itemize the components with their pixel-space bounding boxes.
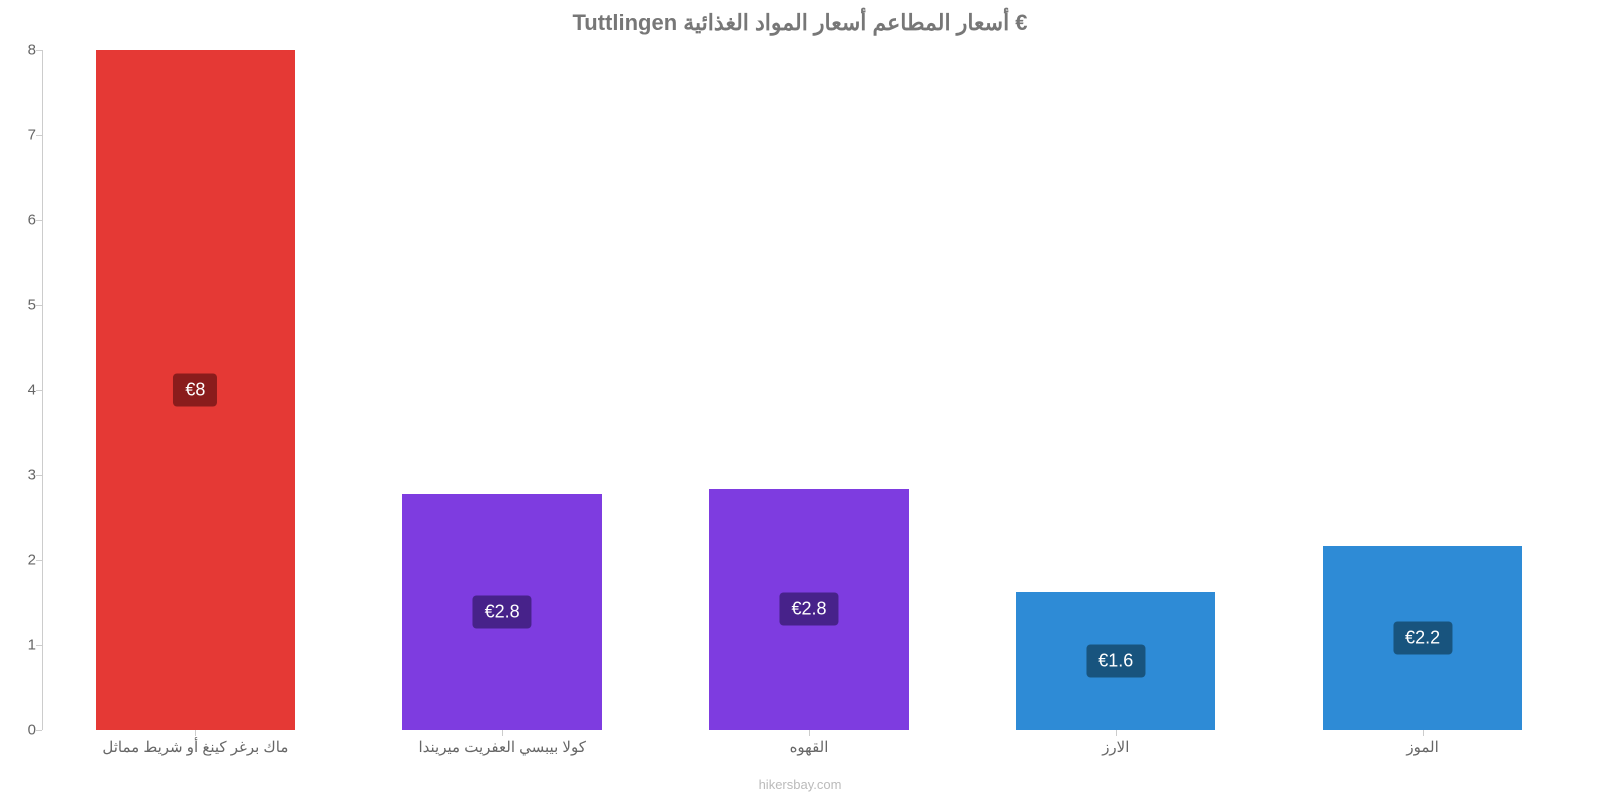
bar-group: €2.8 [349, 50, 656, 730]
bar: €1.6 [1016, 592, 1215, 730]
bar: €2.2 [1323, 546, 1522, 730]
x-axis-label: ماك برغر كينغ أو شريط مماثل [102, 738, 288, 756]
bar: €2.8 [402, 494, 601, 730]
x-tick-mark [195, 730, 196, 736]
y-tick-label: 0 [0, 722, 36, 739]
x-tick-mark [1423, 730, 1424, 736]
y-tick-label: 4 [0, 382, 36, 399]
x-axis-label: القهوه [790, 738, 829, 756]
chart-container: € أسعار المطاعم أسعار المواد الغذائية Tu… [0, 0, 1600, 800]
bar-data-label: €1.6 [1086, 645, 1145, 678]
bar-group: €1.6 [962, 50, 1269, 730]
x-tick-mark [1116, 730, 1117, 736]
y-tick-label: 3 [0, 467, 36, 484]
bar-data-label: €2.8 [473, 595, 532, 628]
bar-data-label: €2.8 [779, 593, 838, 626]
y-tick-label: 6 [0, 212, 36, 229]
x-tick-mark [809, 730, 810, 736]
bar: €8 [96, 50, 295, 730]
y-tick-label: 5 [0, 297, 36, 314]
x-tick-mark [502, 730, 503, 736]
y-tick-label: 1 [0, 637, 36, 654]
bars-container: €8 €2.8 €2.8 €1.6 €2.2 [42, 50, 1576, 730]
watermark: hikersbay.com [0, 777, 1600, 792]
y-tick-mark [36, 730, 42, 731]
bar-data-label: €8 [173, 374, 217, 407]
x-axis-label: الارز [1102, 738, 1129, 756]
y-tick-label: 2 [0, 552, 36, 569]
bar-group: €8 [42, 50, 349, 730]
x-axis-label: الموز [1406, 738, 1438, 756]
chart-title: € أسعار المطاعم أسعار المواد الغذائية Tu… [0, 10, 1600, 36]
y-tick-label: 7 [0, 127, 36, 144]
bar-data-label: €2.2 [1393, 622, 1452, 655]
bar-group: €2.2 [1269, 50, 1576, 730]
bar: €2.8 [709, 489, 908, 730]
bar-group: €2.8 [656, 50, 963, 730]
x-axis-label: كولا بيبسي العفريت ميريندا [418, 738, 585, 756]
y-tick-label: 8 [0, 42, 36, 59]
